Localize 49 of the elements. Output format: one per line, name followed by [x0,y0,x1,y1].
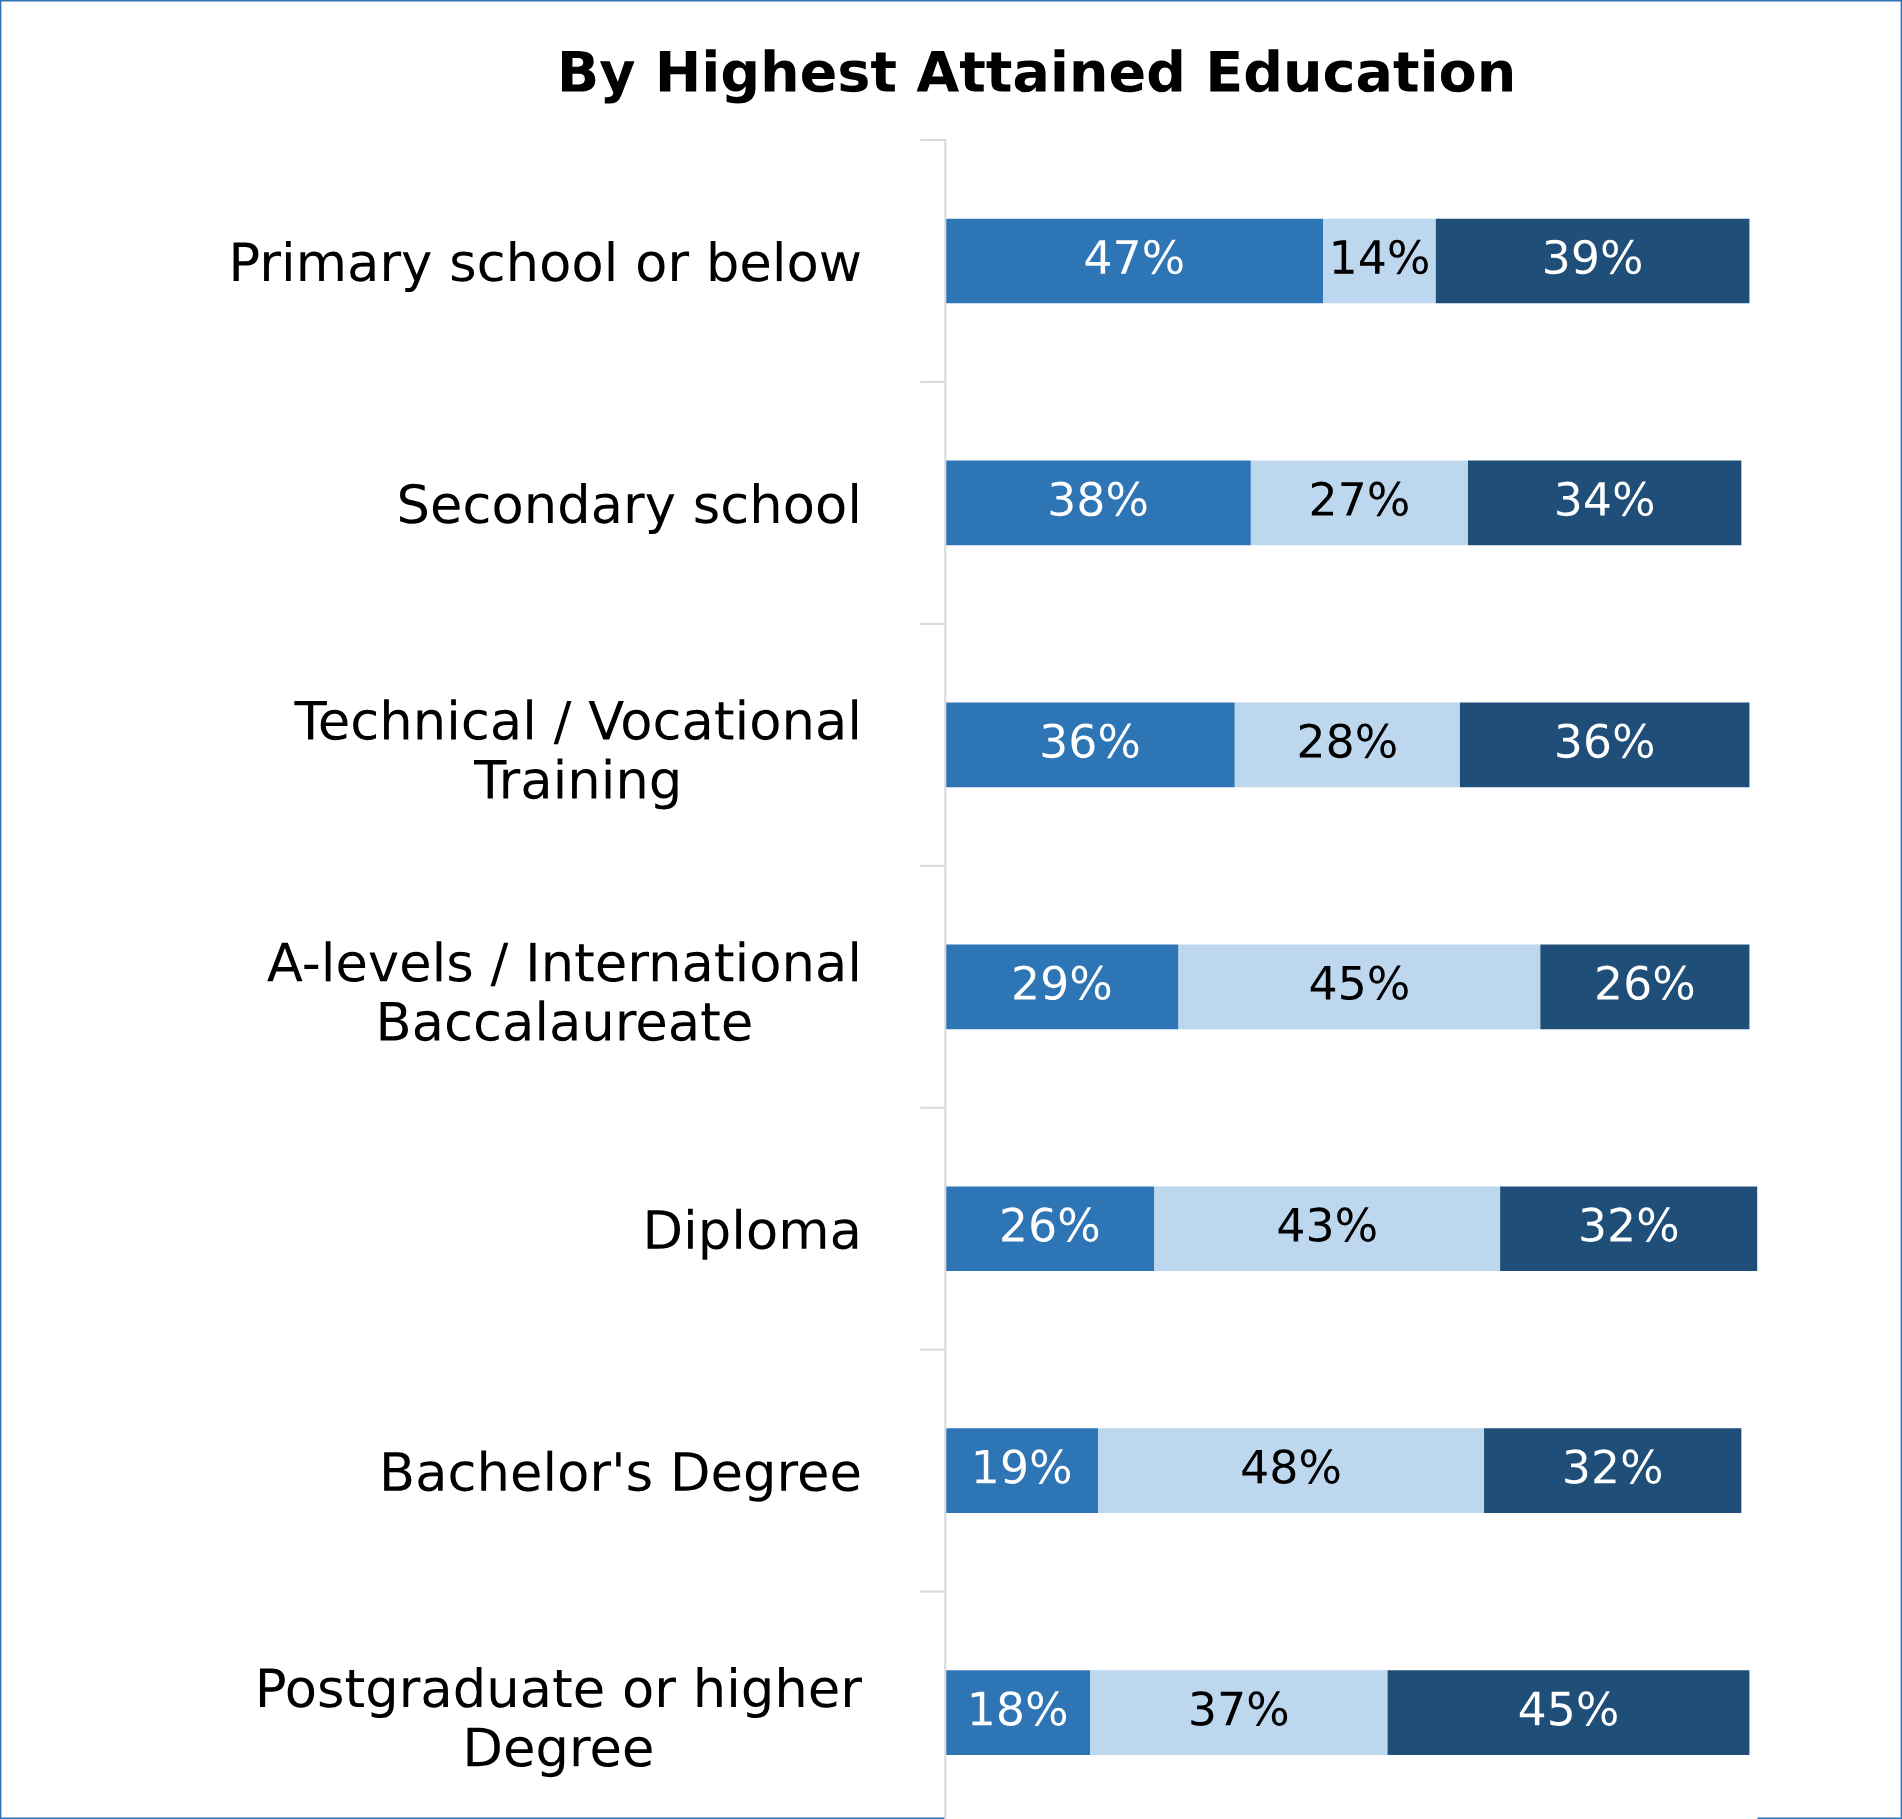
bar [1500,1186,1758,1272]
bar [1387,1670,1750,1755]
bar [1467,460,1742,546]
data-label: 26% [1597,965,1694,1001]
data-label: 39% [1545,239,1642,275]
bar [1154,1186,1501,1272]
bar [1090,1670,1388,1755]
bar [1098,1428,1485,1513]
bar [1178,944,1541,1030]
data-label: 14% [1333,239,1428,275]
y-tick-label: Diploma [647,1208,858,1260]
bar [945,460,1251,546]
y-tick-label: Bachelor's Degree [384,1450,860,1502]
data-label: 48% [1242,1449,1340,1484]
data-label: 47% [1085,239,1183,275]
data-label: 36% [1557,723,1654,759]
data-label: 32% [1565,1449,1662,1484]
data-label: 32% [1581,1207,1678,1243]
data-label: 18% [971,1691,1067,1726]
data-label: 26% [1002,1207,1099,1243]
bar [945,1670,1091,1755]
bar [1234,702,1460,788]
bar [1435,218,1750,304]
data-label: 45% [1519,1691,1617,1726]
bar [945,218,1324,304]
data-label: 38% [1050,481,1147,517]
y-tick-label: Technical / Vocational Training [294,699,858,810]
data-label: 27% [1311,481,1408,517]
data-label: 37% [1191,1691,1288,1726]
y-tick-label: Secondary school [399,482,857,534]
data-label: 19% [975,1449,1071,1484]
bar [1484,1428,1742,1513]
bar [1540,944,1750,1030]
y-tick-label: Postgraduate or higher Degree [259,1667,862,1778]
bar [945,1428,1099,1513]
chart-title: By Highest Attained Education [562,49,1512,104]
y-tick-label: A-levels / International Baccalaureate [267,941,858,1042]
data-label: 29% [1014,965,1111,1001]
bar [1250,460,1468,546]
data-label: 28% [1299,723,1396,759]
bar [945,702,1235,788]
bar [945,944,1179,1030]
bar [945,1186,1155,1272]
y-tick-label: Primary school or below [233,240,860,293]
data-label: 36% [1042,723,1139,759]
bar [1459,702,1750,788]
data-label: 45% [1310,965,1408,1001]
data-label: 43% [1278,1207,1376,1243]
data-label: 34% [1557,481,1654,517]
